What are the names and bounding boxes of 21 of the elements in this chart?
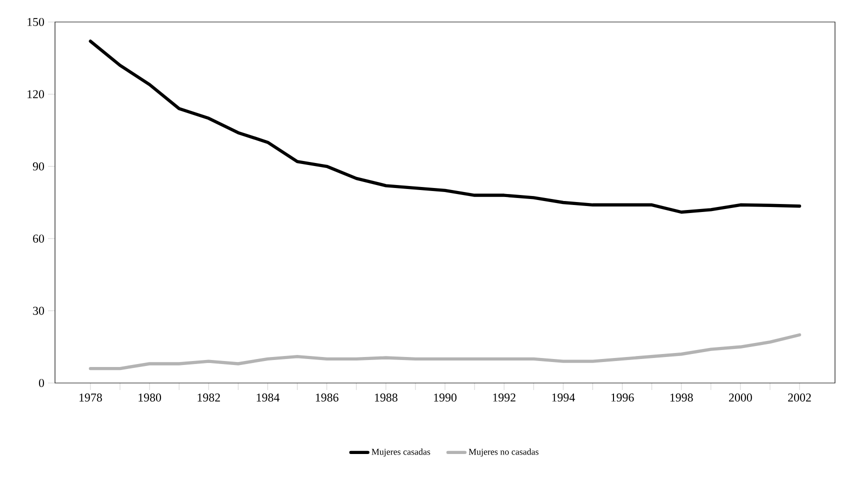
x-tick-label: 1990: [434, 394, 456, 402]
x-tick-label: 1998: [670, 394, 693, 402]
x-tick-label: 2000: [729, 394, 752, 402]
x-tick-label: 1992: [493, 394, 516, 402]
x-tick-label: 1988: [375, 394, 398, 402]
y-tick-label: 90: [32, 162, 44, 170]
x-tick-label: 2002: [788, 394, 811, 402]
legend-label: Mujeres no casadas: [468, 448, 538, 457]
x-tick-label: 1984: [256, 394, 280, 402]
y-tick-label: 120: [28, 90, 44, 98]
y-tick-label: 0: [38, 378, 44, 388]
x-tick-label: 1994: [552, 394, 575, 402]
x-tick-label: 1980: [138, 394, 162, 402]
y-tick-label: 150: [28, 18, 44, 26]
legend-label: Mujeres casadas: [372, 448, 430, 457]
x-tick-label: 1996: [611, 394, 634, 402]
y-tick-label: 30: [33, 306, 44, 315]
y-tick-label: 60: [33, 234, 44, 243]
x-tick-label: 1986: [316, 394, 338, 402]
x-tick-label: 1978: [80, 394, 102, 402]
x-tick-label: 1982: [198, 394, 220, 402]
